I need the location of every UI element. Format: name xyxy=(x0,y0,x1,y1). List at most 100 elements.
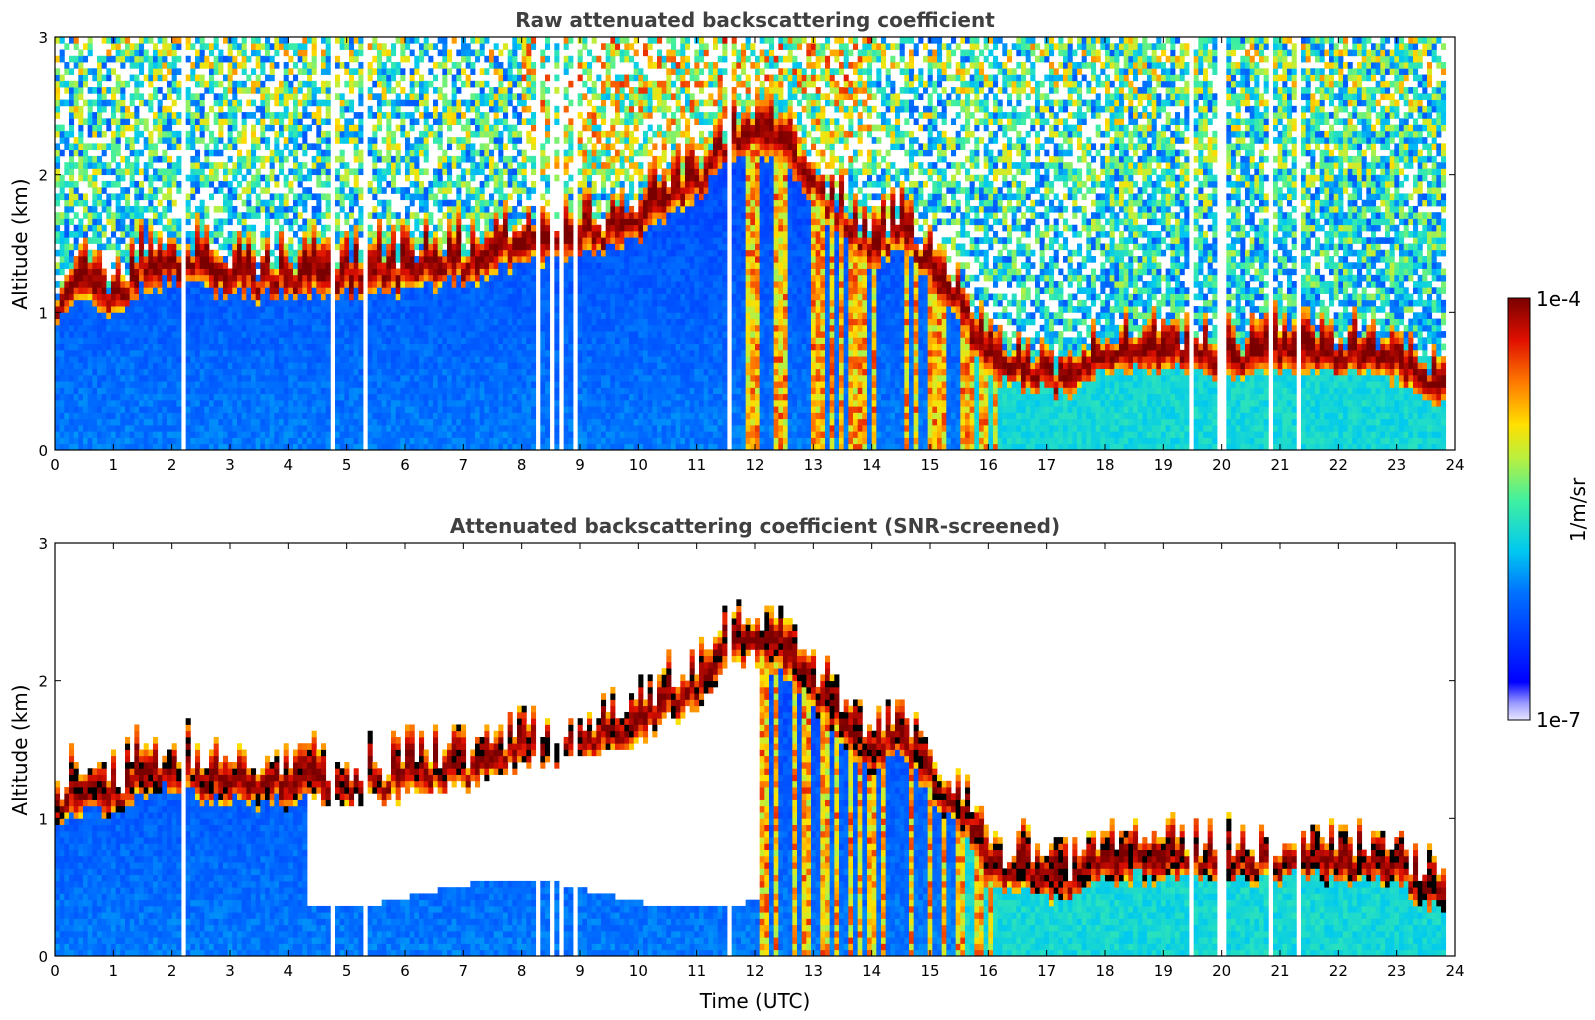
heatmap-cell xyxy=(153,412,159,420)
heatmap-cell xyxy=(405,393,411,401)
heatmap-cell xyxy=(148,337,154,345)
heatmap-cell xyxy=(311,118,317,126)
heatmap-cell xyxy=(83,374,89,382)
heatmap-cell xyxy=(442,431,448,438)
heatmap-cell xyxy=(162,287,168,294)
heatmap-cell xyxy=(55,105,61,113)
heatmap-cell xyxy=(125,230,131,238)
heatmap-cell xyxy=(325,49,331,57)
heatmap-cell xyxy=(139,68,145,75)
heatmap-cell xyxy=(78,143,84,151)
heatmap-cell xyxy=(64,356,70,363)
heatmap-cell xyxy=(325,174,331,182)
heatmap-cell xyxy=(227,368,233,376)
heatmap-cell xyxy=(92,374,98,382)
heatmap-cell xyxy=(335,406,341,413)
heatmap-cell xyxy=(218,112,224,119)
heatmap-cell xyxy=(73,43,79,50)
heatmap-cell xyxy=(307,62,313,69)
heatmap-cell xyxy=(111,381,117,388)
heatmap-cell xyxy=(321,62,327,69)
heatmap-cell xyxy=(325,180,331,188)
heatmap-cell xyxy=(470,162,476,169)
heatmap-cell xyxy=(223,180,229,188)
heatmap-cell xyxy=(433,137,439,144)
heatmap-cell xyxy=(293,130,299,138)
heatmap-cell xyxy=(106,368,112,376)
heatmap-cell xyxy=(353,143,359,151)
heatmap-cell xyxy=(251,155,257,163)
heatmap-cell xyxy=(377,174,383,182)
heatmap-cell xyxy=(251,299,257,307)
heatmap-cell xyxy=(400,55,406,63)
heatmap-cell xyxy=(391,406,397,413)
heatmap-cell xyxy=(283,374,289,382)
heatmap-cell xyxy=(316,230,322,238)
heatmap-cell xyxy=(139,306,145,313)
heatmap-cell xyxy=(101,149,107,157)
heatmap-cell xyxy=(377,262,383,269)
heatmap-cell xyxy=(433,180,439,188)
heatmap-cell xyxy=(414,237,420,244)
heatmap-cell xyxy=(433,306,439,313)
heatmap-cell xyxy=(265,55,271,63)
heatmap-cell xyxy=(451,268,457,276)
heatmap-cell xyxy=(409,306,415,313)
heatmap-cell xyxy=(461,262,467,269)
heatmap-cell xyxy=(129,137,135,144)
heatmap-cell xyxy=(115,74,121,82)
heatmap-cell xyxy=(470,412,476,420)
heatmap-cell xyxy=(64,168,70,176)
heatmap-cell xyxy=(162,155,168,163)
heatmap-cell xyxy=(143,124,149,132)
heatmap-cell xyxy=(101,118,107,126)
heatmap-cell xyxy=(395,162,401,169)
heatmap-cell xyxy=(148,62,154,69)
heatmap-cell xyxy=(456,306,462,313)
heatmap-cell xyxy=(87,443,93,450)
heatmap-cell xyxy=(419,306,425,313)
heatmap-cell xyxy=(139,37,145,44)
heatmap-cell xyxy=(246,368,252,376)
heatmap-cell xyxy=(414,399,420,407)
heatmap-cell xyxy=(190,93,196,100)
heatmap-cell xyxy=(321,230,327,238)
heatmap-cell xyxy=(227,374,233,382)
heatmap-cell xyxy=(162,318,168,326)
heatmap-cell xyxy=(251,281,257,288)
heatmap-cell xyxy=(437,187,443,194)
heatmap-cell xyxy=(391,224,397,232)
heatmap-cell xyxy=(176,343,182,351)
heatmap-cell xyxy=(279,237,285,244)
heatmap-cell xyxy=(251,224,257,232)
heatmap-cell xyxy=(437,368,443,376)
heatmap-cell xyxy=(297,124,303,132)
heatmap-cell xyxy=(470,274,476,282)
heatmap-cell xyxy=(83,331,89,338)
heatmap-cell xyxy=(437,62,443,69)
heatmap-cell xyxy=(255,274,261,282)
heatmap-cell xyxy=(73,256,79,263)
heatmap-cell xyxy=(55,199,61,207)
heatmap-cell xyxy=(297,118,303,126)
heatmap-cell xyxy=(423,362,429,370)
heatmap-cell xyxy=(386,412,392,420)
heatmap-cell xyxy=(465,424,471,432)
heatmap-cell xyxy=(465,155,471,163)
heatmap-cell xyxy=(241,256,247,263)
heatmap-cell xyxy=(251,337,257,345)
heatmap-cell xyxy=(167,256,173,263)
heatmap-cell xyxy=(339,343,345,351)
heatmap-cell xyxy=(69,387,75,395)
heatmap-cell xyxy=(475,262,481,269)
heatmap-cell xyxy=(265,212,271,219)
heatmap-cell xyxy=(470,312,476,319)
heatmap-cell xyxy=(83,162,89,169)
heatmap-cell xyxy=(293,218,299,226)
heatmap-cell xyxy=(167,230,173,238)
heatmap-cell xyxy=(101,62,107,69)
heatmap-cell xyxy=(288,137,294,144)
heatmap-cell xyxy=(227,331,233,338)
heatmap-cell xyxy=(134,362,140,370)
heatmap-cell xyxy=(409,93,415,100)
